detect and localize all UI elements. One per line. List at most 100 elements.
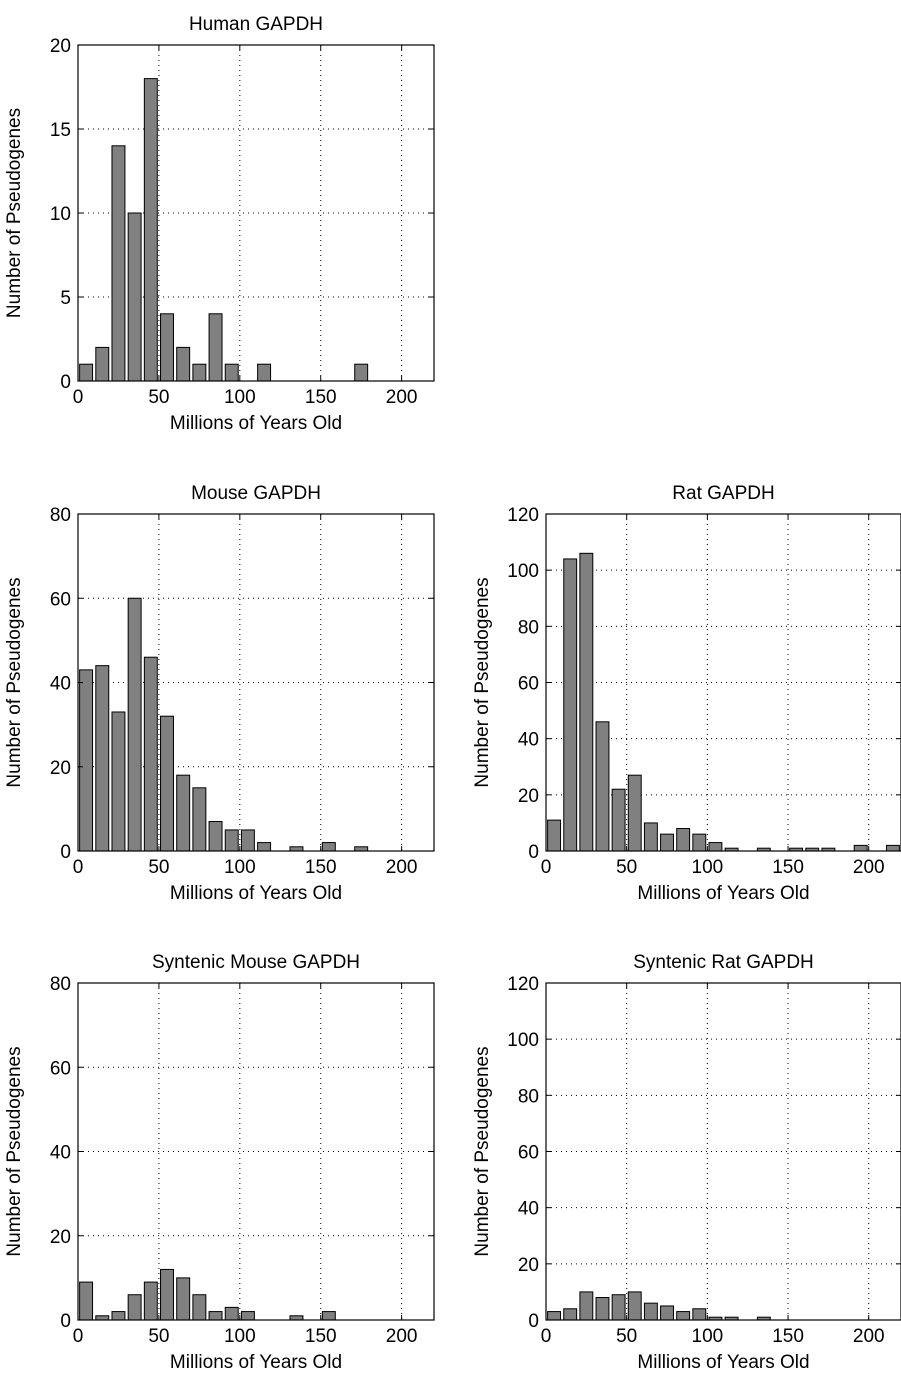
x-axis-label: Millions of Years Old [170, 413, 342, 434]
chart-title: Mouse GAPDH [191, 483, 321, 504]
mouse-bar [240, 829, 255, 852]
x-tick-label: 100 [224, 857, 256, 878]
x-tick-label: 50 [148, 1326, 169, 1347]
y-axis-label: Number of Pseudogenes [4, 108, 25, 318]
y-tick-label: 0 [528, 1311, 539, 1332]
chart-title: Rat GAPDH [672, 483, 774, 504]
human-bar [127, 212, 142, 382]
axes-box [77, 982, 435, 1321]
x-tick-label: 200 [386, 857, 418, 878]
rat-bar [643, 822, 658, 852]
chart-title: Syntenic Mouse GAPDH [152, 952, 360, 973]
x-tick-label: 150 [305, 1326, 337, 1347]
rat-bar [563, 558, 578, 852]
rat-bar [579, 552, 594, 852]
rat-bar [885, 844, 900, 852]
y-tick-label: 100 [507, 561, 539, 582]
rat-bar [627, 774, 642, 852]
syn-rat-bar [611, 1294, 626, 1321]
x-tick-label: 150 [772, 1326, 804, 1347]
y-tick-label: 120 [507, 974, 539, 995]
rat-bar [853, 844, 868, 852]
syn-rat-bar [692, 1308, 707, 1321]
mouse-bar [160, 715, 174, 852]
human-bar [143, 78, 158, 382]
x-tick-label: 0 [73, 857, 84, 878]
syn-rat-bar [579, 1291, 594, 1321]
human-bar [79, 363, 94, 382]
mouse-bar [321, 842, 336, 852]
rat-bar [692, 833, 707, 852]
y-tick-label: 40 [518, 1199, 539, 1220]
rat-bar [547, 819, 562, 852]
human-chart: 0 50 100 150 200 0 5 10 15 20 Human GAPDH Millions … [4, 14, 435, 434]
syn-rat-bar [563, 1308, 578, 1321]
syn-rat-bar [643, 1302, 658, 1321]
x-tick-label: 150 [772, 857, 804, 878]
syn-mouse-bar [127, 1294, 142, 1321]
x-tick-label: 50 [616, 1326, 637, 1347]
rat-bar [611, 788, 626, 852]
y-tick-label: 0 [60, 1311, 71, 1332]
x-tick-label: 150 [305, 387, 337, 408]
y-tick-label: 60 [518, 674, 539, 695]
mouse-bar [95, 665, 110, 852]
y-tick-label: 20 [50, 1227, 71, 1248]
syn-mouse-bar [176, 1277, 191, 1321]
x-tick-label: 50 [148, 387, 169, 408]
syn-mouse-bar [160, 1268, 174, 1321]
syn-mouse-bar [321, 1311, 336, 1321]
mouse-bar [354, 846, 369, 852]
rat-chart: 0 50 100 150 200 0 20 40 60 80 100 120 Rat GAPDH Mill… [472, 483, 901, 904]
chart-title: Syntenic Rat GAPDH [633, 952, 814, 973]
syn-mouse-bar [143, 1281, 158, 1321]
mouse-bar [127, 597, 142, 852]
x-tick-label: 0 [541, 1326, 552, 1347]
syn-mouse-bar [208, 1311, 223, 1321]
syn-mouse-bar [111, 1311, 126, 1321]
human-bar [192, 363, 207, 382]
syn-rat-bar [660, 1305, 674, 1321]
axes-box [545, 982, 901, 1321]
syn-mouse-bar [289, 1315, 304, 1321]
y-tick-label: 40 [518, 730, 539, 751]
y-tick-label: 20 [50, 758, 71, 779]
y-tick-label: 60 [50, 1058, 71, 1079]
x-tick-label: 100 [224, 387, 256, 408]
syn-rat-chart: 0 50 100 150 200 0 20 40 60 80 100 120 Syntenic Rat … [472, 952, 901, 1373]
y-tick-label: 0 [60, 842, 71, 863]
y-tick-label: 80 [50, 974, 71, 995]
x-tick-label: 50 [616, 857, 637, 878]
y-tick-label: 0 [60, 372, 71, 393]
y-tick-label: 80 [518, 1086, 539, 1107]
y-tick-label: 10 [50, 204, 71, 225]
y-tick-label: 5 [60, 288, 71, 309]
human-bar [257, 363, 272, 382]
human-bar [176, 346, 191, 382]
x-tick-label: 200 [386, 387, 418, 408]
human-bar [208, 313, 223, 382]
mouse-bar [176, 774, 191, 852]
syn-rat-bar [627, 1291, 642, 1321]
x-tick-label: 50 [148, 857, 169, 878]
x-axis-label: Millions of Years Old [637, 1352, 809, 1373]
human-bar [160, 313, 174, 382]
syn-mouse-bar [224, 1306, 239, 1321]
y-axis-label: Number of Pseudogenes [472, 1046, 493, 1256]
x-tick-label: 200 [853, 857, 885, 878]
y-tick-label: 20 [50, 36, 71, 57]
y-tick-label: 120 [507, 505, 539, 526]
y-tick-label: 80 [518, 617, 539, 638]
syn-rat-bar [676, 1311, 691, 1321]
human-bar [354, 363, 369, 382]
mouse-bar [224, 829, 239, 852]
x-tick-label: 0 [73, 1326, 84, 1347]
rat-bar [676, 828, 691, 852]
mouse-bar [143, 656, 158, 852]
y-axis-label: Number of Pseudogenes [4, 577, 25, 787]
syn-mouse-chart: 0 50 100 150 200 0 20 40 60 80 Syntenic Mouse GAPD… [4, 952, 435, 1373]
chart-title: Human GAPDH [189, 14, 323, 35]
syn-mouse-bar [192, 1294, 207, 1321]
x-axis-label: Millions of Years Old [170, 1352, 342, 1373]
x-tick-label: 100 [224, 1326, 256, 1347]
